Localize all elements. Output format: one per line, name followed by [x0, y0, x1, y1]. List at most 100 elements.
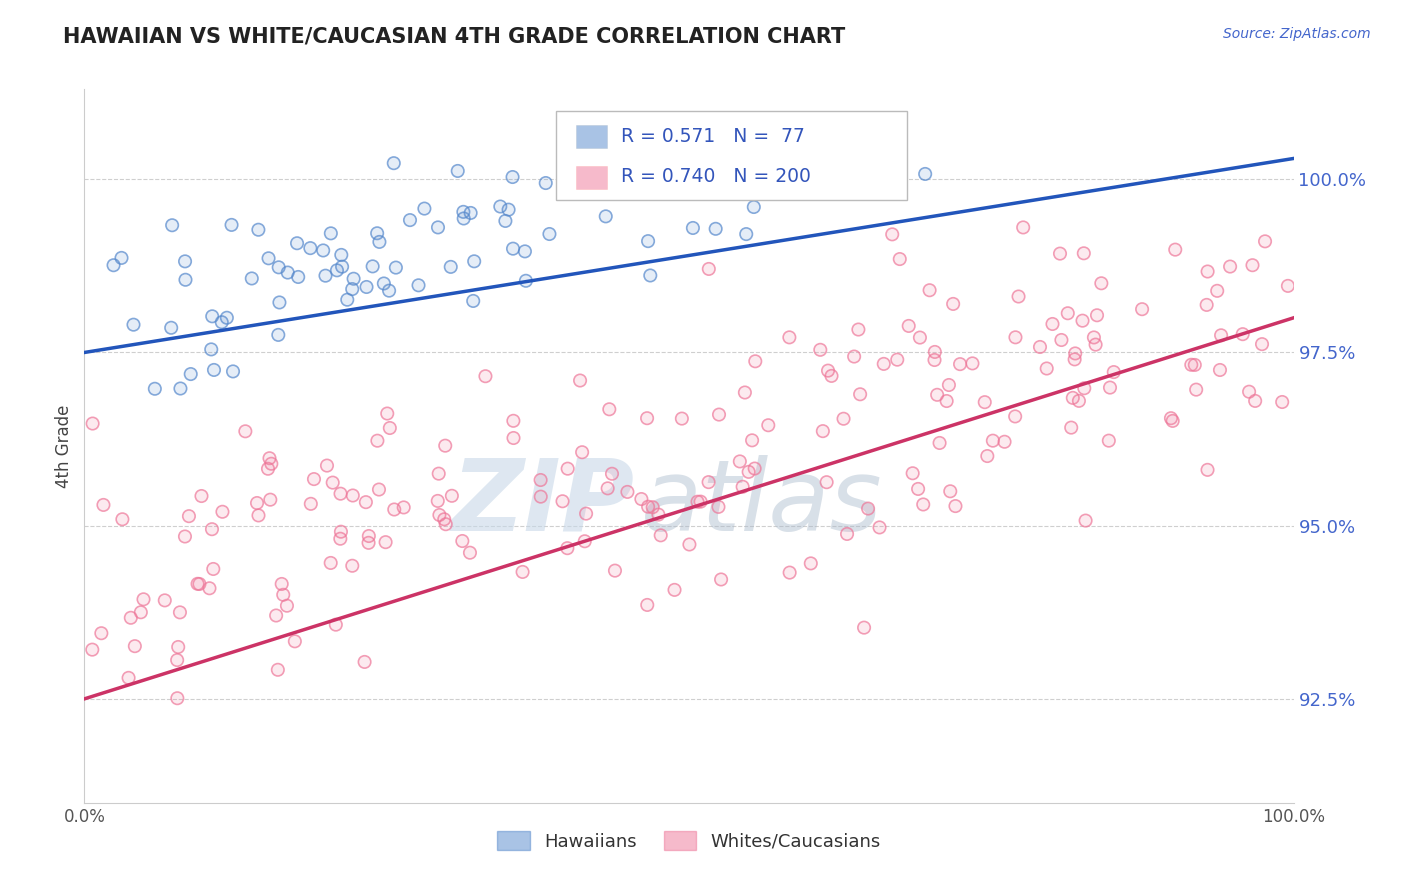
Point [353, 655, 375, 669]
Point [451, 534, 474, 549]
Point [575, 507, 598, 521]
Point [538, 227, 561, 241]
Point [595, 210, 617, 224]
Point [373, 277, 395, 291]
Point [853, 621, 876, 635]
Point [641, 500, 664, 515]
Point [124, 639, 146, 653]
Point [374, 535, 396, 549]
Point [832, 411, 855, 425]
Point [1049, 246, 1071, 260]
Point [1098, 381, 1121, 395]
Point [924, 353, 946, 368]
Point [935, 394, 957, 409]
Point [1064, 346, 1087, 360]
Point [671, 411, 693, 425]
Point [1237, 384, 1260, 399]
Point [211, 315, 233, 329]
Point [945, 499, 967, 513]
Point [654, 183, 676, 197]
Point [132, 592, 155, 607]
Point [174, 273, 197, 287]
Point [269, 295, 291, 310]
Point [817, 364, 839, 378]
Point [1251, 337, 1274, 351]
Point [935, 394, 957, 409]
Point [240, 271, 263, 285]
Point [603, 564, 626, 578]
Point [1060, 420, 1083, 434]
Point [914, 167, 936, 181]
Point [515, 274, 537, 288]
Point [378, 284, 401, 298]
Point [329, 486, 352, 500]
Point [453, 211, 475, 226]
Point [453, 211, 475, 226]
Point [1197, 264, 1219, 278]
Point [259, 492, 281, 507]
Text: HAWAIIAN VS WHITE/CAUCASIAN 4TH GRADE CORRELATION CHART: HAWAIIAN VS WHITE/CAUCASIAN 4TH GRADE CO… [63, 27, 845, 46]
Point [728, 454, 751, 468]
Point [117, 671, 139, 685]
Point [117, 671, 139, 685]
Point [502, 169, 524, 184]
Point [453, 205, 475, 219]
Point [260, 457, 283, 471]
Point [512, 565, 534, 579]
Point [1067, 393, 1090, 408]
Point [1244, 393, 1267, 408]
Point [366, 226, 388, 240]
Point [366, 434, 388, 448]
Point [177, 509, 200, 524]
Point [598, 402, 620, 417]
Point [368, 235, 391, 249]
Point [756, 418, 779, 433]
Point [299, 241, 322, 255]
FancyBboxPatch shape [576, 125, 607, 148]
Point [811, 424, 834, 438]
Point [285, 236, 308, 251]
Point [942, 297, 965, 311]
Point [641, 500, 664, 515]
Point [342, 271, 364, 285]
Point [1084, 337, 1107, 351]
Point [299, 497, 322, 511]
Text: R = 0.740   N = 200: R = 0.740 N = 200 [621, 167, 811, 186]
Point [502, 414, 524, 428]
Point [607, 128, 630, 143]
Point [354, 495, 377, 509]
Point [319, 556, 342, 570]
Point [257, 252, 280, 266]
Point [574, 534, 596, 549]
Point [853, 621, 876, 635]
Point [463, 293, 485, 308]
Point [697, 262, 720, 277]
Point [330, 248, 353, 262]
Point [373, 277, 395, 291]
Point [741, 434, 763, 448]
Point [302, 472, 325, 486]
Point [494, 214, 516, 228]
Point [737, 465, 759, 479]
Point [735, 227, 758, 241]
Point [319, 556, 342, 570]
Point [707, 500, 730, 514]
Point [153, 593, 176, 607]
Point [820, 368, 842, 383]
Point [277, 266, 299, 280]
Point [1085, 308, 1108, 322]
Point [498, 202, 520, 217]
Point [247, 223, 270, 237]
Point [316, 458, 339, 473]
Point [276, 599, 298, 613]
Point [1007, 289, 1029, 303]
Point [129, 605, 152, 619]
Point [284, 634, 307, 648]
Point [201, 522, 224, 536]
Point [166, 691, 188, 706]
Point [426, 494, 449, 508]
Point [1251, 337, 1274, 351]
Point [907, 482, 929, 496]
Point [1277, 279, 1299, 293]
Point [259, 451, 281, 466]
